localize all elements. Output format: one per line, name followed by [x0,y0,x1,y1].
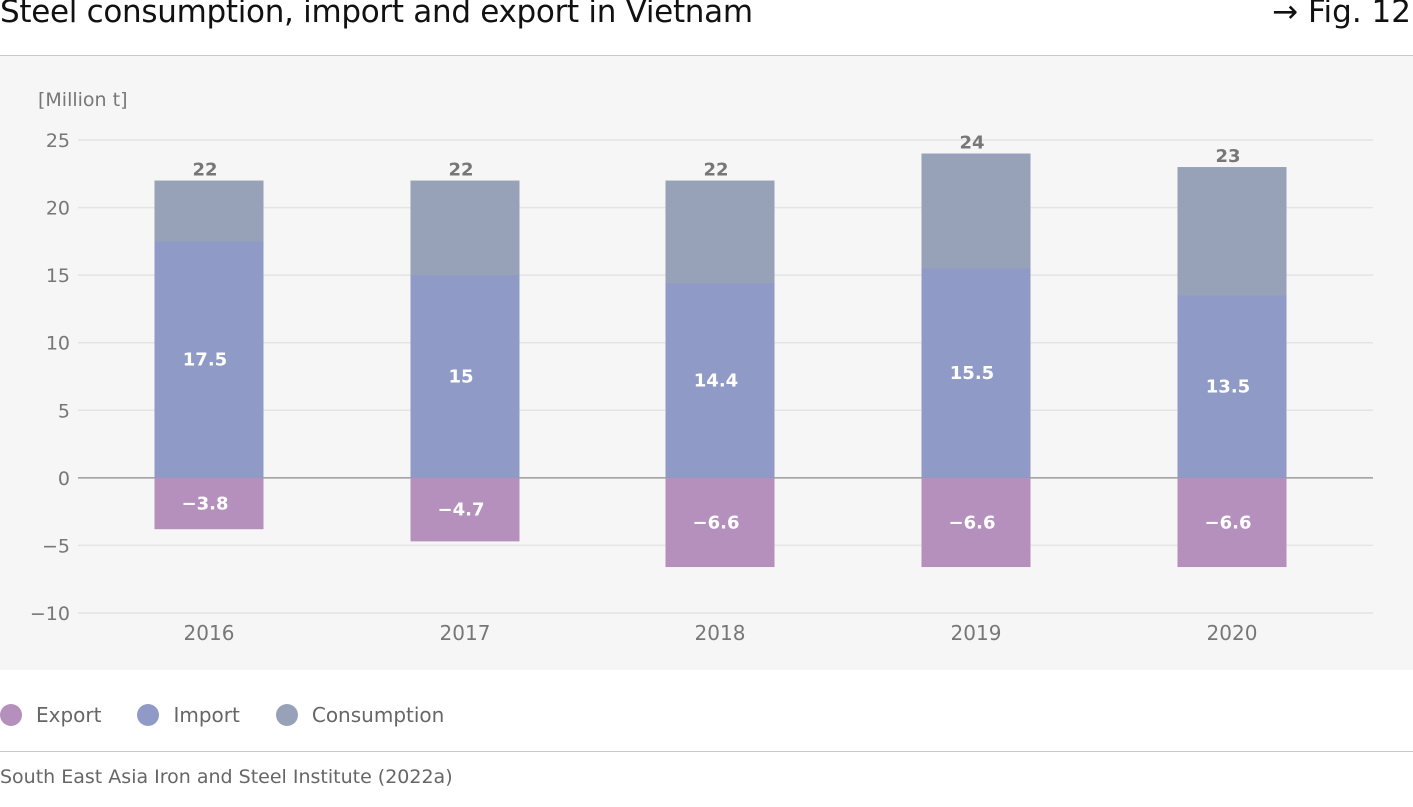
legend-item-consumption: Consumption [275,703,445,727]
y-tick-label: 0 [58,468,70,490]
data-label-consumption: 23 [1215,146,1240,167]
bar-export [921,477,1031,568]
legend-swatch-import [137,704,160,726]
data-label-export: −6.6 [1205,512,1252,533]
data-label-export: −4.7 [438,500,485,521]
bar-export [154,477,264,530]
chart: [Million t] 25 20 15 10 5 0 −5 −10 22 17.5 −3.8 2016… [30,89,1373,645]
bar-export [665,477,775,568]
legend-label-consumption: Consumption [311,703,445,727]
bar-import [154,241,264,478]
bar-export [1177,477,1287,568]
data-label-import: 14.4 [694,371,738,392]
bar-export [410,477,520,542]
footer-divider [0,751,1413,752]
figure-reference: → Fig. 12 [1272,0,1411,30]
data-label-consumption: 22 [703,160,728,181]
legend-swatch-export [0,704,22,726]
y-tick-label: −5 [42,535,70,557]
data-label-import: 15.5 [950,363,994,384]
y-tick-label: 10 [46,333,70,355]
x-tick-label: 2018 [695,621,746,645]
data-label-consumption: 22 [448,160,473,181]
legend-swatch-consumption [275,704,298,726]
data-label-import: 13.5 [1206,377,1250,398]
chart-title: Steel consumption, import and export in … [0,0,753,30]
bar-import [921,268,1031,478]
data-label-import: 17.5 [183,350,227,371]
data-label-import: 15 [448,367,473,388]
legend-item-import: Import [137,703,240,727]
x-tick-label: 2019 [951,621,1002,645]
y-tick-label: 5 [58,400,70,422]
bar-import [1177,295,1287,478]
x-tick-label: 2016 [184,621,235,645]
y-axis-unit-label: [Million t] [38,89,128,111]
x-tick-label: 2017 [440,621,491,645]
data-label-export: −6.6 [693,512,740,533]
bar-import [665,283,775,478]
bar-import [410,275,520,478]
data-label-export: −6.6 [949,512,996,533]
legend-label-import: Import [173,703,240,727]
header: Steel consumption, import and export in … [0,0,1413,56]
legend-item-export: Export [0,703,101,727]
y-tick-label: 20 [46,198,70,220]
legend: Export Import Consumption [0,700,480,730]
y-tick-label: 25 [46,130,70,152]
source-note: South East Asia Iron and Steel Institute… [0,766,453,788]
x-tick-label: 2020 [1207,621,1258,645]
data-label-consumption: 24 [959,133,984,154]
y-tick-label: −10 [30,603,70,625]
data-label-consumption: 22 [192,160,217,181]
legend-label-export: Export [36,703,102,727]
y-tick-label: 15 [46,265,70,287]
data-label-export: −3.8 [182,494,229,515]
